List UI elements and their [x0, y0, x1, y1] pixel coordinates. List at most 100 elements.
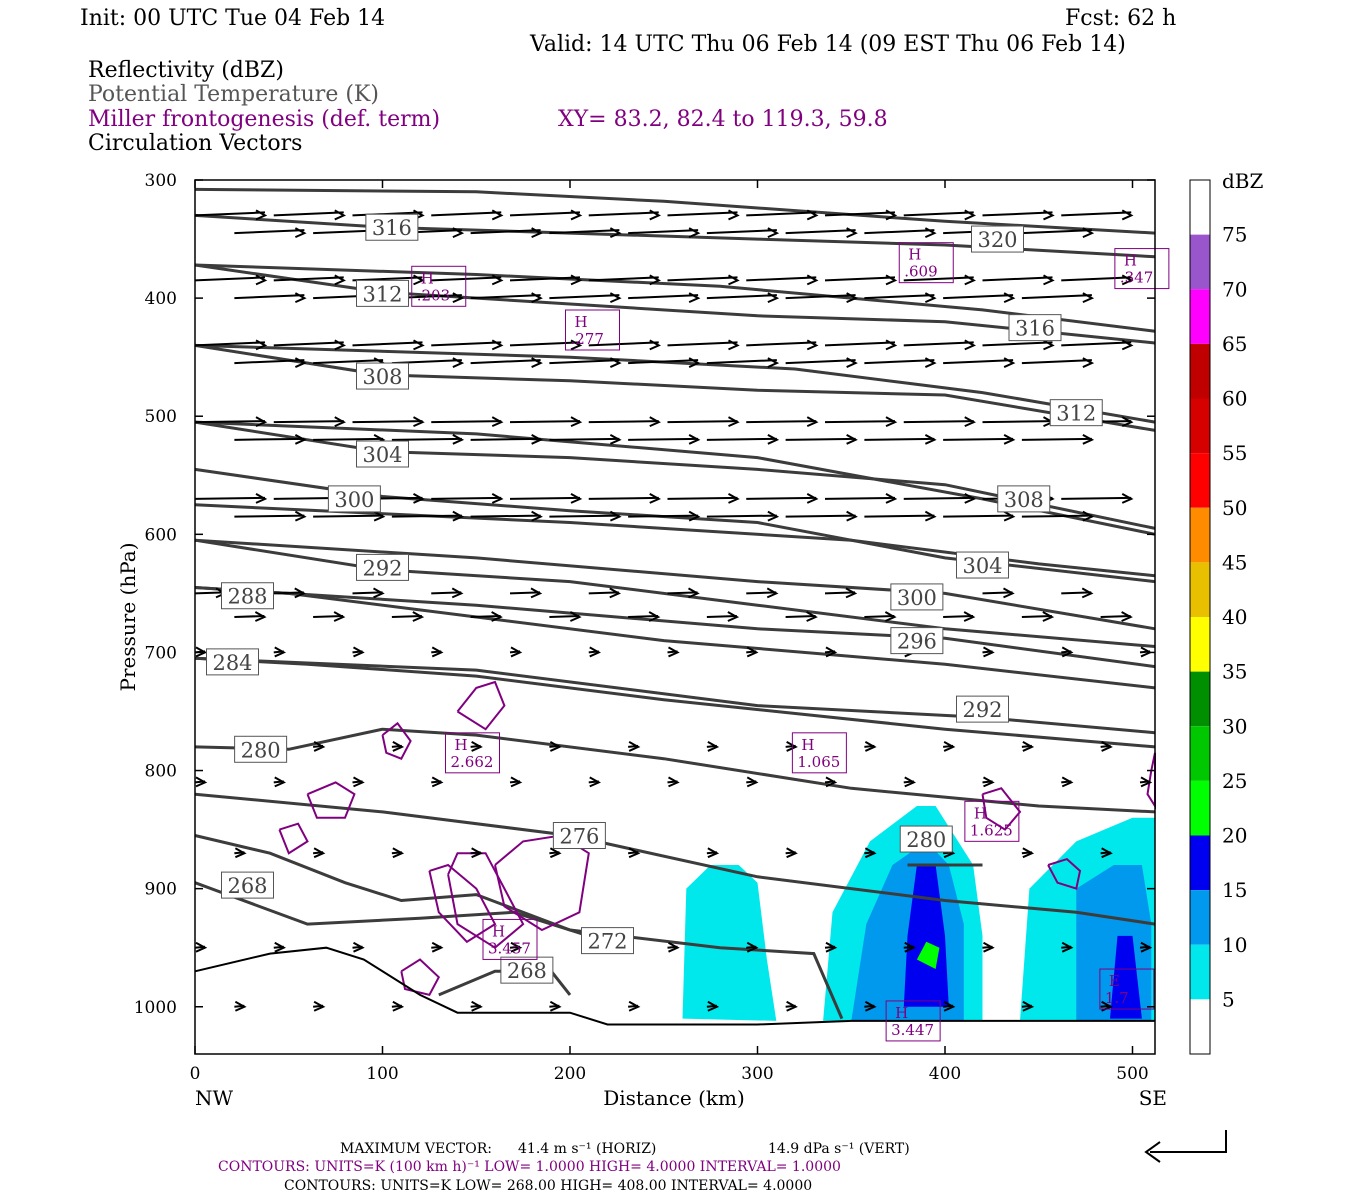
circulation-vector: [1061, 209, 1134, 221]
circulation-vector: [549, 292, 622, 304]
miller-contour-3: [306, 781, 356, 819]
svg-text:H: H: [421, 269, 434, 287]
circulation-vector: [509, 416, 583, 428]
circulation-vector: [234, 433, 307, 445]
miller-high-label: H1.065: [791, 732, 847, 774]
svg-text:268: 268: [227, 874, 267, 898]
colorbar-tick-label: 30: [1222, 714, 1247, 738]
colorbar-tick-label: 70: [1222, 277, 1247, 301]
circulation-vector: [470, 510, 543, 522]
circulation-vector: [706, 433, 780, 445]
circulation-vector: [982, 416, 1055, 428]
circulation-vector: [273, 274, 346, 286]
circulation-vector: [431, 587, 464, 599]
svg-text:.277: .277: [571, 330, 604, 348]
circulation-vector: [431, 416, 504, 428]
circulation-vector: [1021, 292, 1095, 304]
theta-label: 272: [581, 927, 634, 955]
circulation-vector: [234, 292, 307, 304]
theta-label: 304: [356, 440, 409, 468]
miller-high-label: H1.625: [964, 800, 1020, 842]
circulation-vector: [1021, 227, 1095, 239]
circulation-vector: [234, 1000, 247, 1012]
svg-text:H: H: [492, 922, 505, 940]
theta-label: 300: [890, 583, 944, 611]
circulation-vector: [470, 433, 543, 445]
circulation-vector: [706, 357, 780, 368]
circulation-vector: [864, 357, 937, 368]
circulation-vector: [943, 292, 1016, 304]
theta-contour-312: [194, 343, 1156, 424]
circulation-vector: [1061, 587, 1094, 599]
colorbar-swatch: [1190, 726, 1210, 781]
circulation-vector: [234, 611, 267, 622]
y-tick-label: 400: [145, 289, 177, 309]
circulation-vector: [785, 433, 858, 445]
svg-text:2.662: 2.662: [451, 753, 494, 771]
circulation-vector: [1021, 1000, 1035, 1012]
circulation-vector: [588, 776, 601, 788]
circulation-vector: [628, 847, 641, 859]
circulation-vector: [549, 510, 622, 522]
circulation-vector: [234, 847, 247, 859]
circulation-vector: [313, 611, 346, 622]
svg-text:316: 316: [1015, 317, 1055, 341]
colorbar-swatch: [1190, 507, 1210, 563]
miller-contour-8: [981, 787, 1022, 831]
circulation-vector: [785, 227, 858, 239]
circulation-vector: [588, 209, 661, 221]
circulation-vector: [903, 493, 976, 504]
circulation-vector: [352, 776, 365, 788]
svg-text:3.457: 3.457: [488, 939, 531, 957]
circulation-vector: [234, 510, 307, 522]
x-axis-label: Distance (km): [603, 1086, 745, 1110]
circulation-vector: [234, 357, 307, 368]
circulation-vector: [1021, 847, 1035, 859]
theta-label: 312: [1049, 399, 1103, 427]
svg-text:E: E: [1109, 972, 1120, 990]
circulation-vector: [706, 741, 720, 752]
colorbar-tick-label: 75: [1222, 223, 1247, 247]
circulation-vector: [431, 339, 504, 351]
theta-contour-272: [194, 881, 590, 938]
field-reflectivity: Reflectivity (dBZ): [88, 58, 284, 83]
svg-text:H: H: [908, 246, 921, 264]
y-tick-label: 600: [145, 525, 177, 545]
circulation-vector: [391, 1000, 405, 1012]
colorbar: 5 10 15 20 25 30 35 40 45 50 55 60 65 70 75: [1189, 179, 1247, 1055]
circulation-vector: [1021, 433, 1095, 445]
circulation-vector: [1021, 357, 1095, 368]
circulation-vector: [982, 587, 1015, 599]
circulation-vector: [785, 510, 858, 522]
circulation-vector: [1021, 611, 1055, 622]
theta-contour-312: [194, 263, 1156, 345]
circulation-vector: [509, 339, 583, 351]
circulation-vector: [864, 510, 937, 522]
circulation-vector: [273, 416, 346, 428]
circulation-vector: [391, 611, 425, 622]
circulation-vector: [785, 847, 798, 859]
colorbar-tick-label: 65: [1222, 332, 1247, 356]
theta-label: 308: [356, 362, 409, 390]
circulation-vector: [1021, 741, 1035, 752]
colorbar-tick-label: 60: [1222, 387, 1247, 411]
theta-contour-292: [194, 656, 1156, 735]
circulation-vector: [864, 433, 937, 445]
circulation-vector: [313, 510, 386, 522]
colorbar-unit: dBZ: [1222, 169, 1264, 193]
circulation-vector: [273, 209, 346, 221]
circulation-vector: [431, 941, 444, 953]
circulation-vector: [509, 587, 543, 599]
circulation-vector: [588, 646, 601, 658]
circulation-vector: [746, 941, 759, 953]
circulation-vector: [431, 493, 504, 504]
svg-text:280: 280: [906, 828, 946, 852]
theta-label: 316: [365, 213, 419, 241]
circulation-vector: [982, 646, 995, 658]
colorbar-swatch: [1190, 343, 1210, 399]
circulation-vector: [982, 776, 995, 788]
svg-text:H: H: [895, 1004, 908, 1022]
colorbar-tick-label: 40: [1222, 605, 1247, 629]
miller-high-label: H.203: [411, 265, 467, 307]
miller-contour-1: [447, 852, 525, 949]
